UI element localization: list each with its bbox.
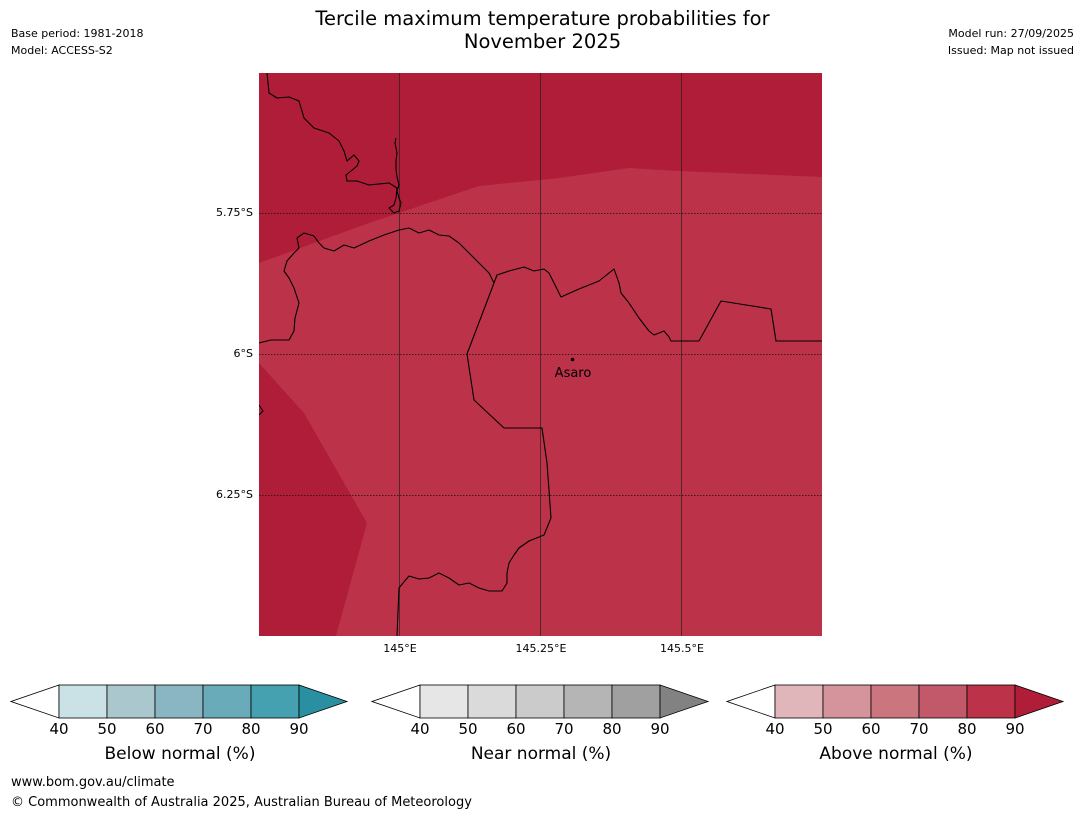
colorbar-above-extend-max bbox=[1014, 684, 1065, 719]
boundary-north bbox=[266, 73, 402, 214]
title-line-1: Tercile maximum temperature probabilitie… bbox=[315, 7, 770, 30]
boundary-west-fragment bbox=[259, 404, 264, 416]
colorbar-above-normal: 40 50 60 70 80 90 Above normal (%) bbox=[725, 684, 1066, 774]
colorbar-below-title: Below normal (%) bbox=[104, 744, 256, 764]
colorbar-near-segment bbox=[611, 684, 661, 719]
graticule bbox=[259, 73, 822, 636]
colorbar-near-tick: 70 bbox=[554, 720, 574, 738]
colorbar-above-normal-scale bbox=[725, 684, 1065, 719]
lon-label-145-5e: 145.5°E bbox=[660, 642, 704, 655]
colorbar-near-normal: 40 50 60 70 80 90 Near normal (%) bbox=[370, 684, 711, 774]
colorbar-below-segment bbox=[58, 684, 108, 719]
colorbar-below-tick: 60 bbox=[145, 720, 165, 738]
lat-label-5-75s: 5.75°S bbox=[216, 206, 253, 219]
colorbar-above-segment bbox=[774, 684, 824, 719]
lat-label-6-25s: 6.25°S bbox=[216, 488, 253, 501]
lon-label-145e: 145°E bbox=[383, 642, 417, 655]
footer-copyright: © Commonwealth of Australia 2025, Austra… bbox=[11, 795, 472, 810]
town-label-asaro: Asaro bbox=[555, 366, 592, 381]
colorbar-above-segment bbox=[966, 684, 1016, 719]
colorbar-above-tick: 90 bbox=[1005, 720, 1025, 738]
colorbar-below-extend-max bbox=[298, 684, 349, 719]
colorbar-near-tick: 80 bbox=[602, 720, 622, 738]
colorbar-below-tick: 50 bbox=[97, 720, 117, 738]
title-line-2: November 2025 bbox=[463, 30, 622, 53]
lat-label-6s: 6°S bbox=[233, 347, 253, 360]
colorbar-above-tick: 50 bbox=[813, 720, 833, 738]
colorbar-above-title: Above normal (%) bbox=[819, 744, 973, 764]
colorbar-near-normal-scale bbox=[370, 684, 710, 719]
colorbar-above-tick: 60 bbox=[861, 720, 881, 738]
boundary-south bbox=[396, 282, 552, 636]
colorbar-above-tick: 80 bbox=[957, 720, 977, 738]
colorbar-below-tick: 70 bbox=[193, 720, 213, 738]
base-period-text: Base period: 1981-2018 bbox=[11, 27, 144, 40]
colorbar-above-segment bbox=[870, 684, 920, 719]
issued-text: Issued: Map not issued bbox=[947, 44, 1074, 57]
boundary-central-west bbox=[259, 227, 495, 344]
map[interactable]: Asaro bbox=[259, 73, 822, 636]
page-title: Tercile maximum temperature probabilitie… bbox=[0, 7, 1085, 53]
colorbar-below-extend-min bbox=[9, 684, 60, 719]
colorbar-near-tick: 60 bbox=[506, 720, 526, 738]
colorbar-below-normal: 40 50 60 70 80 90 Below normal (%) bbox=[9, 684, 350, 774]
colorbar-below-tick: 40 bbox=[49, 720, 69, 738]
colorbar-above-tick: 70 bbox=[909, 720, 929, 738]
colorbar-above-segment bbox=[918, 684, 968, 719]
town-marker-asaro bbox=[570, 357, 575, 362]
colorbar-near-segment bbox=[515, 684, 565, 719]
colorbar-below-segment bbox=[106, 684, 156, 719]
colorbar-near-segment bbox=[419, 684, 469, 719]
colorbar-above-tick: 40 bbox=[765, 720, 785, 738]
colorbar-below-segment bbox=[250, 684, 300, 719]
lon-label-145-25e: 145.25°E bbox=[515, 642, 567, 655]
footer-url[interactable]: www.bom.gov.au/climate bbox=[11, 775, 175, 790]
colorbar-below-segment bbox=[202, 684, 252, 719]
colorbar-below-segment bbox=[154, 684, 204, 719]
boundary-east bbox=[698, 300, 822, 342]
colorbar-near-tick: 40 bbox=[410, 720, 430, 738]
colorbar-near-segment bbox=[563, 684, 613, 719]
colorbar-below-tick: 90 bbox=[289, 720, 309, 738]
colorbar-near-tick: 50 bbox=[458, 720, 478, 738]
colorbar-near-segment bbox=[467, 684, 517, 719]
colorbar-above-segment bbox=[822, 684, 872, 719]
province-boundaries bbox=[259, 73, 822, 636]
boundary-central bbox=[493, 266, 699, 342]
colorbar-near-tick: 90 bbox=[650, 720, 670, 738]
colorbar-above-extend-min bbox=[725, 684, 776, 719]
colorbar-near-title: Near normal (%) bbox=[470, 744, 612, 764]
colorbar-below-tick: 80 bbox=[241, 720, 261, 738]
model-run-text: Model run: 27/09/2025 bbox=[948, 27, 1074, 40]
colorbar-near-extend-max bbox=[659, 684, 710, 719]
model-text: Model: ACCESS-S2 bbox=[11, 44, 113, 57]
colorbar-below-normal-scale bbox=[9, 684, 349, 719]
colorbar-near-extend-min bbox=[370, 684, 421, 719]
